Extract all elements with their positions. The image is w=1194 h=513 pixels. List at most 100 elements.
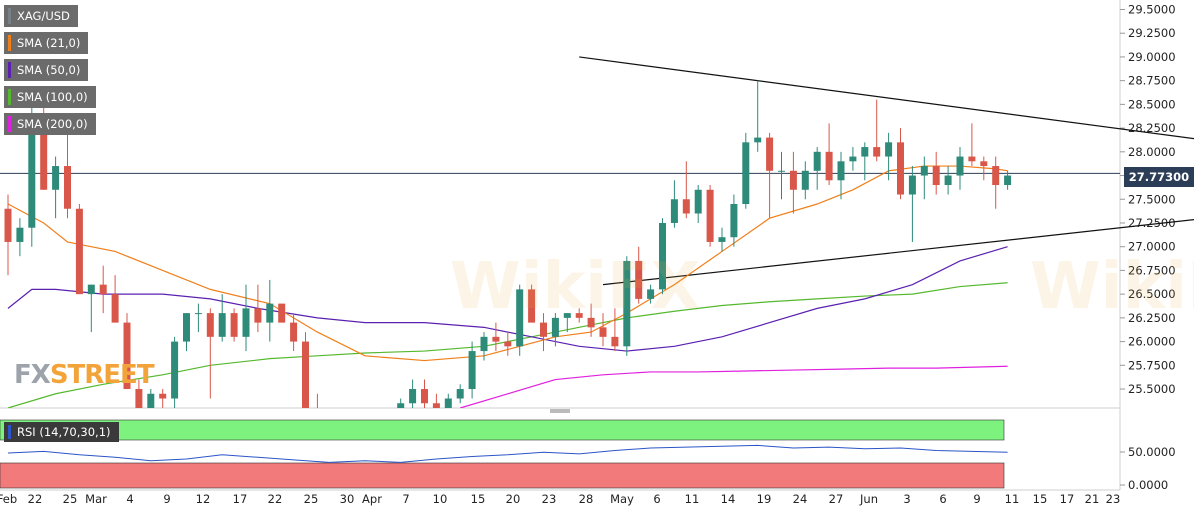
legend-xagusd: XAG/USD (4, 5, 78, 27)
x-tick-label: 7 (402, 492, 409, 506)
candle-body (813, 151, 821, 171)
x-tick-label: 23 (1106, 492, 1121, 506)
candle-body (932, 166, 940, 186)
legend-label: SMA (200,0) (17, 117, 88, 131)
legend-sma200: SMA (200,0) (4, 113, 96, 135)
legend-swatch (8, 89, 11, 105)
candle-body (421, 389, 428, 404)
legend-swatch (8, 35, 11, 51)
x-tick-label: Feb (0, 492, 17, 506)
candle-body (504, 341, 512, 347)
y-tick-label: 28.5000 (1128, 97, 1176, 111)
candle-body (825, 151, 833, 181)
x-tick-label: 15 (471, 492, 486, 506)
x-tick-label: 25 (304, 492, 319, 506)
legend-swatch (8, 8, 11, 24)
candle-body (87, 284, 95, 295)
y-tick-label: 29.0000 (1128, 50, 1176, 64)
x-tick-label: 3 (903, 492, 910, 506)
candle-body (302, 341, 309, 408)
candle-body (623, 260, 631, 347)
x-tick-label: Apr (362, 492, 382, 506)
y-tick-label: 28.7500 (1128, 74, 1176, 88)
x-tick-label: 15 (1033, 492, 1048, 506)
rsi-tick-label: 50.0000 (1128, 445, 1176, 459)
candle-body (52, 166, 60, 190)
x-tick-label: 23 (542, 492, 557, 506)
x-tick-label: 9 (973, 492, 980, 506)
candle-body (682, 199, 690, 214)
candle-body (837, 161, 845, 181)
x-tick-label: 25 (63, 492, 78, 506)
candle-body (540, 322, 547, 337)
candle-body (254, 308, 262, 323)
candle-body (730, 204, 738, 238)
candle-body (373, 413, 380, 418)
y-tick-label: 27.0000 (1128, 240, 1176, 254)
y-tick-label: 25.7500 (1128, 358, 1176, 372)
candle-body (587, 317, 595, 328)
candle-body (40, 118, 48, 190)
candle-body (801, 170, 809, 190)
x-tick-label: May (610, 492, 634, 506)
candle-body (742, 142, 750, 204)
legend-swatch (8, 62, 11, 78)
brand-logo: FXSTREET (14, 360, 155, 390)
candle-body (266, 303, 274, 323)
x-tick-label: 21 (1085, 492, 1100, 506)
candle-body (980, 161, 988, 167)
x-tick-label: 6 (939, 492, 946, 506)
x-tick-label: 30 (340, 492, 355, 506)
rsi-oversold-zone (0, 462, 1005, 489)
candle-body (230, 313, 238, 337)
candle-body (575, 313, 583, 318)
y-tick-label: 28.0000 (1128, 145, 1176, 159)
candle-body (183, 313, 190, 342)
candle-body (385, 413, 392, 418)
candle-body (397, 403, 405, 408)
candle-body (290, 322, 298, 342)
rsi-legend: RSI (14,70,30,1) (4, 422, 119, 442)
candle-body (123, 322, 131, 390)
x-tick-label: 11 (685, 492, 700, 506)
candle-body (444, 398, 452, 408)
last-price-tag: 27.77300 (1124, 167, 1194, 187)
candle-body (278, 303, 286, 323)
candle-body (194, 313, 202, 315)
legend-label: SMA (100,0) (17, 90, 88, 104)
y-tick-label: 26.0000 (1128, 335, 1176, 349)
candle-body (659, 222, 666, 290)
rsi-overbought-zone (0, 419, 1005, 441)
rsi-legend-label: RSI (14,70,30,1) (17, 425, 111, 439)
candle-body (159, 393, 167, 399)
candle-body (242, 308, 250, 337)
candle-body (551, 317, 559, 337)
candle-body (480, 336, 488, 352)
candle-body (147, 393, 155, 408)
candle-body (432, 403, 440, 408)
candle-body (171, 341, 179, 399)
legend-swatch (8, 116, 11, 132)
candle-body (314, 408, 321, 417)
legend-label: SMA (21,0) (17, 36, 81, 50)
candle-body (778, 170, 785, 172)
candle-body (75, 208, 83, 295)
candle-body (468, 351, 476, 390)
candle-body (64, 166, 71, 209)
trendline-upper (579, 56, 1194, 140)
x-tick-label: Mar (85, 492, 107, 506)
candle-body (218, 313, 226, 337)
trendline-lower (602, 219, 1194, 286)
x-tick-label: 19 (757, 492, 772, 506)
legend-sma100: SMA (100,0) (4, 86, 96, 108)
candle-body (456, 389, 464, 399)
rsi-line (7, 444, 1008, 463)
legend-swatch (8, 425, 11, 439)
y-tick-label: 26.2500 (1128, 311, 1176, 325)
x-tick-label: 14 (721, 492, 736, 506)
candle-body (789, 170, 797, 190)
candle-body (754, 137, 762, 143)
y-tick-label: 29.2500 (1128, 26, 1176, 40)
candle-body (528, 289, 536, 323)
